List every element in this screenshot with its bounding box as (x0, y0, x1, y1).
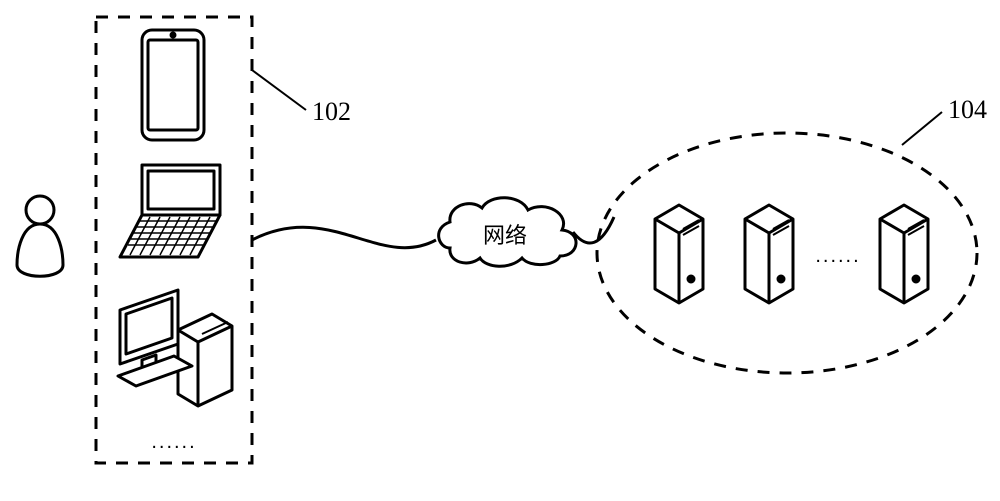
user-icon (17, 196, 63, 276)
server-icon (655, 205, 703, 303)
link-client-cloud (252, 227, 436, 247)
server-icon (745, 205, 793, 303)
laptop-icon (120, 165, 220, 257)
client-ref-leader (252, 70, 306, 110)
server-ref-label: 104 (948, 95, 987, 124)
network-diagram: ...... 102 网络 ...... 104 (0, 0, 1000, 501)
client-ref-label: 102 (312, 97, 351, 126)
server-icon (880, 205, 928, 303)
server-ellipsis: ...... (815, 245, 860, 267)
client-ellipsis: ...... (151, 431, 196, 453)
cloud-label: 网络 (483, 223, 527, 248)
link-cloud-servers (573, 217, 614, 243)
server-ref-leader (902, 112, 942, 145)
phone-icon (142, 30, 204, 140)
desktop-icon (118, 290, 232, 406)
